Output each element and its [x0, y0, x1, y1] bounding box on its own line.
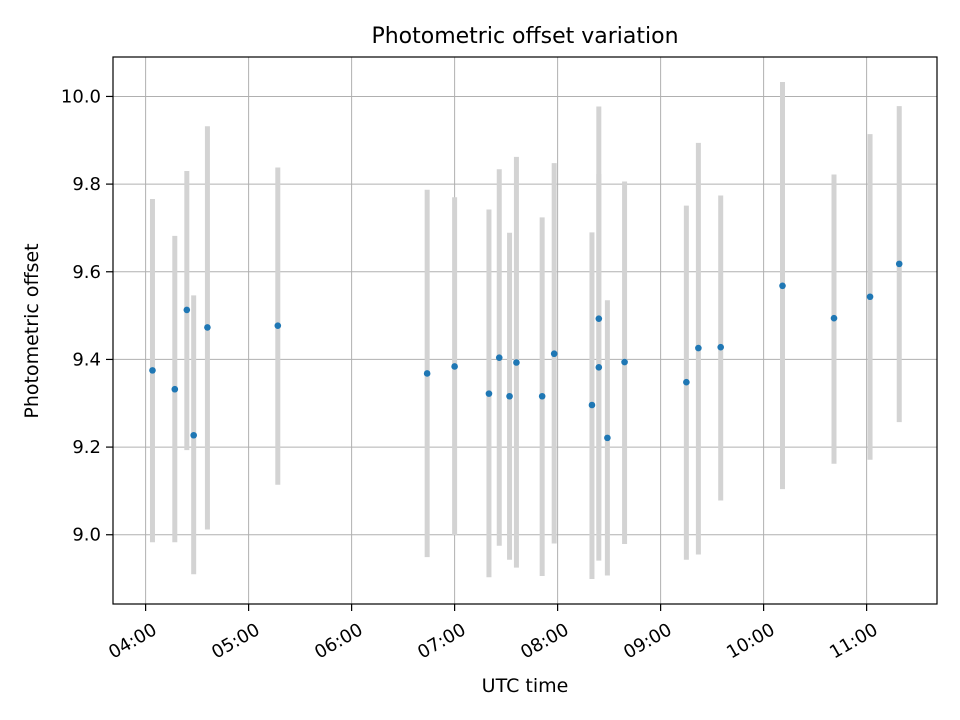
data-point — [495, 354, 503, 361]
data-point — [595, 364, 603, 371]
y-tick-label: 9.2 — [72, 437, 101, 458]
data-point — [830, 314, 838, 322]
y-tick-label: 9.8 — [72, 174, 101, 195]
data-point — [717, 343, 724, 351]
data-point — [149, 367, 156, 374]
data-point — [423, 370, 431, 377]
data-point — [183, 306, 191, 314]
data-point — [513, 359, 520, 366]
data-point — [895, 260, 903, 268]
data-point — [274, 322, 282, 329]
data-point — [604, 434, 611, 442]
plot-frame — [112, 56, 938, 605]
data-point — [621, 358, 628, 366]
x-axis-label: UTC time — [482, 675, 569, 697]
y-axis-label: Photometric offset — [21, 243, 43, 418]
data-point — [451, 363, 458, 370]
data-point — [204, 324, 211, 331]
data-point — [866, 293, 874, 301]
data-point — [190, 431, 197, 439]
y-tick-label: 10.0 — [61, 86, 101, 107]
data-point — [171, 385, 179, 393]
y-tick-label: 9.0 — [72, 525, 101, 546]
data-point — [683, 378, 690, 386]
data-point — [550, 350, 558, 358]
data-point — [506, 392, 513, 400]
y-tick-label: 9.6 — [72, 262, 101, 283]
data-point — [588, 401, 596, 409]
y-axis: 9.0 9.2 9.4 9.6 9.8 10.0 — [61, 86, 113, 546]
grid — [113, 57, 937, 604]
data-point — [695, 344, 702, 352]
data-point — [595, 315, 603, 322]
chart-title: Photometric offset variation — [371, 24, 678, 49]
data-point — [538, 392, 546, 400]
data-point — [779, 282, 786, 290]
data-point — [485, 390, 493, 397]
data-points — [149, 260, 903, 442]
y-tick-label: 9.4 — [72, 349, 101, 370]
